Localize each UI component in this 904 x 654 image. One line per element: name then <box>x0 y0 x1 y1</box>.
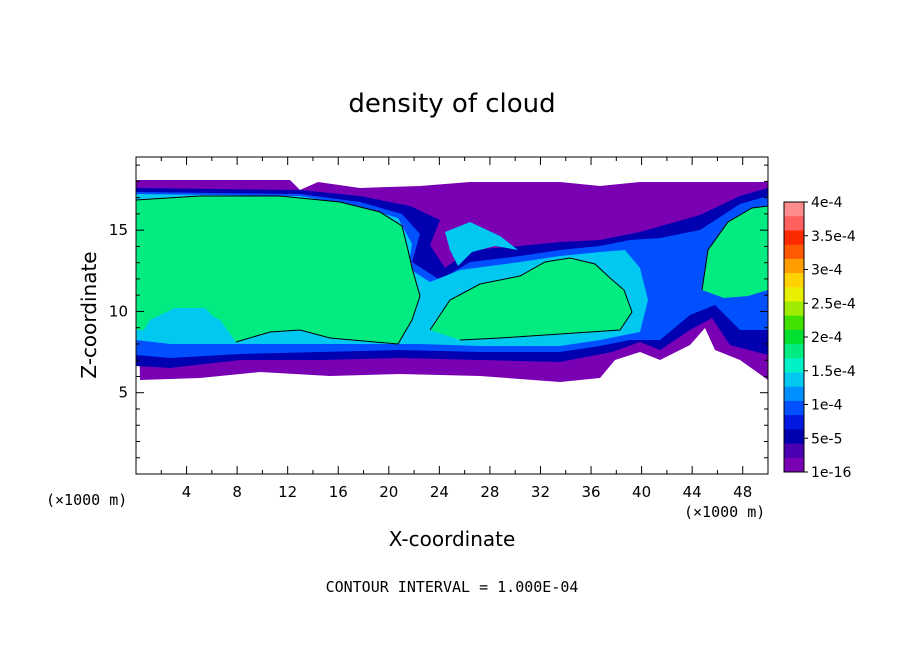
x-tick-label: 4 <box>182 483 192 501</box>
colorbar-swatch <box>784 301 804 317</box>
colorbar-swatch <box>784 344 804 359</box>
colorbar-swatch <box>784 258 804 274</box>
colorbar-swatch <box>784 244 804 260</box>
colorbar: 4e-4 3.5e-4 3e-4 2.5e-4 2e-4 1.5e-4 1e-4 5e-5 1e… <box>783 195 856 481</box>
y-tick-label: 10 <box>109 302 128 320</box>
colorbar-swatch <box>784 202 804 217</box>
x-tick-label: 36 <box>581 483 600 501</box>
x-tick-label: 48 <box>733 483 752 501</box>
colorbar-label: 4e-4 <box>811 195 843 211</box>
cloud-lower-lobe <box>140 308 230 342</box>
colorbar-label: 3e-4 <box>811 263 843 279</box>
colorbar-swatch <box>784 372 804 388</box>
colorbar-swatch <box>784 443 804 459</box>
colorbar-swatch <box>784 429 804 445</box>
cloud-tongue <box>445 222 518 266</box>
x-tick-label: 28 <box>480 483 499 501</box>
cloud-core-center <box>430 258 632 340</box>
x-tick-label: 44 <box>683 483 702 501</box>
colorbar-label: 5e-5 <box>811 431 842 447</box>
y-axis-label: Z-coordinate <box>77 251 101 378</box>
chart-title: density of cloud <box>348 89 555 119</box>
x-unit-left: (×1000 m) <box>46 491 127 509</box>
colorbar-swatch <box>784 400 804 416</box>
colorbar-swatch <box>784 329 804 345</box>
colorbar-swatch <box>784 273 804 288</box>
colorbar-swatch <box>784 230 804 246</box>
colorbar-swatch <box>784 358 804 374</box>
x-tick-label: 24 <box>430 483 449 501</box>
x-tick-label: 40 <box>632 483 651 501</box>
contour-line <box>429 257 633 341</box>
x-tick-label: 12 <box>278 483 297 501</box>
colorbar-swatch <box>784 386 804 402</box>
contour-line <box>701 205 768 291</box>
x-axis-label: X-coordinate <box>389 527 516 551</box>
colorbar-label: 1e-16 <box>811 465 851 481</box>
colorbar-swatch <box>784 415 804 430</box>
colorbar-label: 3.5e-4 <box>811 229 856 245</box>
colorbar-label: 1.5e-4 <box>811 364 856 380</box>
x-unit-right: (×1000 m) <box>684 503 765 521</box>
colorbar-swatch <box>784 216 804 231</box>
y-tick-label: 15 <box>109 221 128 239</box>
x-tick-label: 20 <box>379 483 398 501</box>
cloud-density-field <box>136 180 768 382</box>
cloud-core-left <box>136 196 420 344</box>
footer-contour-interval: CONTOUR INTERVAL = 1.000E-04 <box>326 578 579 596</box>
plot-frame <box>135 156 769 475</box>
colorbar-label: 2e-4 <box>811 330 843 346</box>
x-tick-label: 8 <box>232 483 242 501</box>
colorbar-label: 2.5e-4 <box>811 296 856 312</box>
y-tick-label: 5 <box>118 384 128 402</box>
cloud-core-right <box>702 206 768 298</box>
colorbar-label: 1e-4 <box>811 398 843 414</box>
colorbar-swatch <box>784 457 804 473</box>
contour-line <box>136 195 421 345</box>
colorbar-swatch <box>784 315 804 331</box>
x-tick-label: 16 <box>329 483 348 501</box>
colorbar-swatch <box>784 287 804 302</box>
x-tick-label: 32 <box>531 483 550 501</box>
